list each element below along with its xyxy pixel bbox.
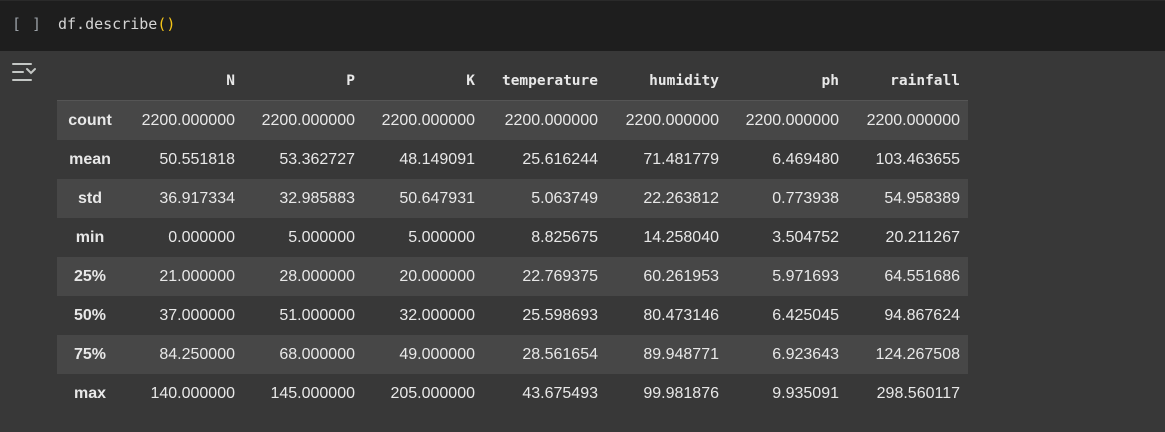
table-cell: 14.258040 — [643, 228, 719, 246]
table-cell: 48.149091 — [399, 150, 475, 168]
table-cell: 6.923643 — [772, 345, 839, 363]
table-cell: 2200.000000 — [504, 111, 598, 129]
table-row: mean 50.551818 53.362727 48.149091 25.616244… — [57, 140, 968, 179]
table-cell: 49.000000 — [399, 345, 475, 363]
table-cell: 2200.000000 — [745, 111, 839, 129]
table-cell: 6.469480 — [772, 150, 839, 168]
table-cell: 53.362727 — [279, 150, 355, 168]
table-cell: 64.551686 — [884, 267, 960, 285]
table-cell: 28.561654 — [522, 345, 598, 363]
table-cell: 124.267508 — [875, 345, 960, 363]
table-cell: 3.504752 — [772, 228, 839, 246]
table-row: min 0.000000 5.000000 5.000000 8.825675 14.25… — [57, 218, 968, 257]
code-parens: () — [157, 15, 176, 33]
column-header: temperature — [501, 72, 598, 89]
table-cell: 9.935091 — [772, 384, 839, 402]
table-cell: 0.000000 — [168, 228, 235, 246]
column-header: ph — [821, 72, 839, 89]
column-header: N — [226, 72, 235, 89]
table-cell: 2200.000000 — [866, 111, 960, 129]
row-label: 50% — [73, 306, 107, 324]
table-cell: 51.000000 — [279, 306, 355, 324]
header-row: N P K temperature humidity ph rainfall — [57, 61, 968, 101]
table-cell: 298.560117 — [876, 384, 960, 402]
table-cell: 20.000000 — [399, 267, 475, 285]
table-body: count 2200.000000 2200.000000 2200.000000 22… — [57, 100, 968, 413]
row-label: count — [68, 111, 112, 129]
row-label: 25% — [73, 267, 107, 285]
code-text: df.describe — [58, 15, 158, 33]
table-cell: 60.261953 — [643, 267, 719, 285]
table-cell: 205.000000 — [390, 384, 475, 402]
table-cell: 99.981876 — [643, 384, 719, 402]
table-cell: 36.917334 — [159, 189, 235, 207]
code-editor[interactable]: df.describe() — [58, 15, 175, 33]
table-cell: 21.000000 — [159, 267, 235, 285]
column-header: P — [346, 72, 355, 89]
table-cell: 5.971693 — [772, 267, 839, 285]
index-header — [57, 61, 123, 101]
table-cell: 50.551818 — [159, 150, 235, 168]
table-row: count 2200.000000 2200.000000 2200.000000 22… — [57, 100, 968, 140]
code-input-row[interactable]: [ ] df.describe() — [0, 0, 1165, 51]
table-cell: 32.000000 — [399, 306, 475, 324]
table-cell: 8.825675 — [531, 228, 598, 246]
table-cell: 140.000000 — [150, 384, 235, 402]
table-cell: 103.463655 — [875, 150, 960, 168]
column-header: K — [466, 72, 475, 89]
table-row: 50% 37.000000 51.000000 32.000000 25.598693 8… — [57, 296, 968, 335]
table-cell: 25.616244 — [522, 150, 598, 168]
table-cell: 2200.000000 — [141, 111, 235, 129]
table-cell: 22.263812 — [643, 189, 719, 207]
row-label: mean — [69, 150, 111, 168]
table-cell: 94.867624 — [884, 306, 960, 324]
table-cell: 2200.000000 — [625, 111, 719, 129]
table-cell: 28.000000 — [279, 267, 355, 285]
table-cell: 5.000000 — [408, 228, 475, 246]
table-row: 75% 84.250000 68.000000 49.000000 28.561654 8… — [57, 335, 968, 374]
row-label: 75% — [73, 345, 107, 363]
table-cell: 22.769375 — [522, 267, 598, 285]
execution-count[interactable]: [ ] — [12, 15, 43, 33]
table-cell: 145.000000 — [270, 384, 355, 402]
table-cell: 80.473146 — [643, 306, 719, 324]
table-row: 25% 21.000000 28.000000 20.000000 22.769375 6… — [57, 257, 968, 296]
table-cell: 25.598693 — [522, 306, 598, 324]
table-cell: 5.000000 — [288, 228, 355, 246]
column-header: rainfall — [890, 72, 960, 89]
column-header: humidity — [649, 72, 719, 89]
table-row: std 36.917334 32.985883 50.647931 5.063749 22… — [57, 179, 968, 218]
output-area: N P K temperature humidity ph rainfall c… — [57, 61, 968, 413]
row-label: max — [73, 384, 107, 402]
table-cell: 54.958389 — [884, 189, 960, 207]
table-cell: 2200.000000 — [381, 111, 475, 129]
table-cell: 6.425045 — [772, 306, 839, 324]
row-label: min — [75, 228, 105, 246]
output-toggle-icon[interactable] — [11, 61, 41, 83]
table-cell: 0.773938 — [772, 189, 839, 207]
table-cell: 68.000000 — [279, 345, 355, 363]
table-cell: 89.948771 — [643, 345, 719, 363]
row-label: std — [78, 189, 102, 207]
table-cell: 32.985883 — [279, 189, 355, 207]
table-cell: 43.675493 — [522, 384, 598, 402]
table-row: max 140.000000 145.000000 205.000000 43.6754… — [57, 374, 968, 413]
table-cell: 20.211267 — [885, 228, 960, 246]
table-cell: 50.647931 — [399, 189, 475, 207]
table-cell: 84.250000 — [159, 345, 235, 363]
table-cell: 71.481779 — [643, 150, 719, 168]
table-cell: 5.063749 — [531, 189, 598, 207]
table-cell: 37.000000 — [159, 306, 235, 324]
describe-table: N P K temperature humidity ph rainfall c… — [57, 61, 968, 413]
table-cell: 2200.000000 — [261, 111, 355, 129]
